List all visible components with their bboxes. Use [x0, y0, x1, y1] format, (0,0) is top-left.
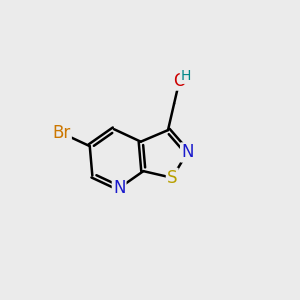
- Text: N: N: [181, 143, 194, 161]
- Text: O: O: [173, 72, 186, 90]
- Text: Br: Br: [52, 124, 71, 142]
- Text: N: N: [113, 179, 125, 197]
- Text: H: H: [181, 69, 191, 83]
- Text: S: S: [167, 169, 177, 187]
